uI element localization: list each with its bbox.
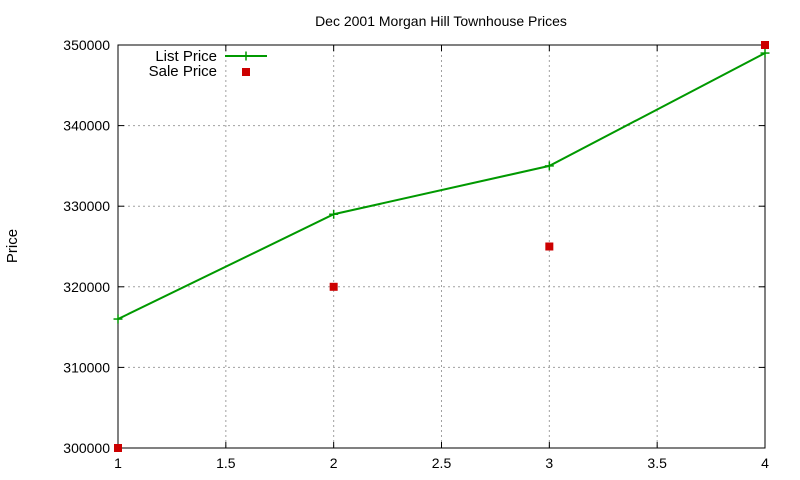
grid-layer [118, 45, 765, 448]
list-price-point [329, 209, 339, 219]
sale-price-point [329, 282, 338, 291]
x-tick-label: 3 [545, 455, 553, 471]
y-tick-label: 300000 [63, 440, 110, 456]
x-tick-label: 4 [761, 455, 769, 471]
x-tick-label: 2 [330, 455, 338, 471]
series-layer [113, 41, 770, 452]
list-price-point [544, 161, 554, 171]
x-tick-label: 3.5 [647, 455, 667, 471]
sale-price-point [761, 41, 769, 49]
x-tick-label: 2.5 [432, 455, 452, 471]
legend: List Price Sale Price [149, 48, 267, 80]
sale-price-point [114, 444, 122, 452]
legend-label-list-price: List Price [155, 48, 217, 65]
list-price-point [113, 314, 123, 324]
ticks-layer: 1 1.5 2 2.5 3 3.5 4 300000 310000 320000 330000 340… [63, 37, 769, 471]
chart-title: Dec 2001 Morgan Hill Townhouse Prices [315, 13, 567, 29]
y-tick-label: 330000 [63, 198, 110, 214]
sale-price-point [545, 242, 554, 251]
legend-marker-list-price [241, 51, 251, 61]
y-tick-label: 320000 [63, 279, 110, 295]
x-tick-label: 1.5 [216, 455, 236, 471]
y-tick-label: 310000 [63, 359, 110, 375]
y-axis-label: Price [4, 229, 21, 263]
y-tick-label: 340000 [63, 118, 110, 134]
legend-sample-list-price [225, 51, 267, 61]
list-price-line [117, 52, 766, 320]
x-tick-label: 1 [114, 455, 122, 471]
legend-label-sale-price: Sale Price [149, 63, 217, 80]
list-price-point [760, 48, 770, 58]
y-tick-label: 350000 [63, 37, 110, 53]
legend-marker-sale-price [242, 68, 250, 76]
legend-sample-sale-price [242, 68, 250, 76]
